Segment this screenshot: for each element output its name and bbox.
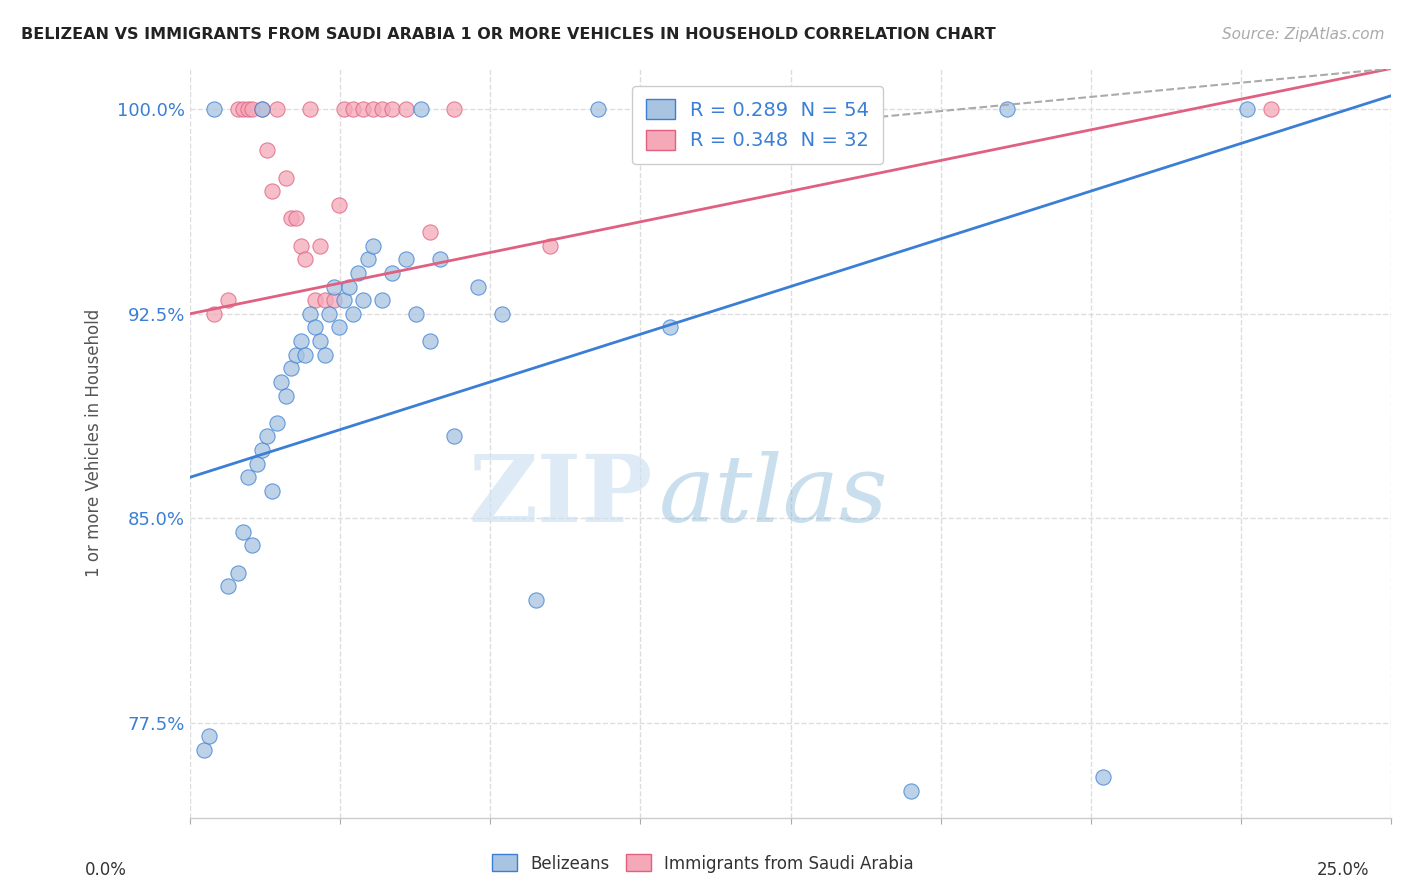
Point — [232, 524, 254, 539]
Point — [467, 279, 489, 293]
Point — [371, 293, 394, 307]
Point — [342, 103, 364, 117]
Point — [202, 103, 225, 117]
Point — [352, 103, 374, 117]
Point — [524, 593, 547, 607]
Point — [395, 103, 418, 117]
Point — [256, 143, 278, 157]
Point — [218, 579, 240, 593]
Point — [395, 252, 418, 267]
Point — [409, 103, 432, 117]
Point — [246, 457, 269, 471]
Point — [361, 103, 384, 117]
Point — [342, 307, 364, 321]
Point — [538, 238, 561, 252]
Point — [588, 103, 610, 117]
Point — [381, 266, 404, 280]
Text: atlas: atlas — [658, 450, 889, 541]
Point — [242, 538, 264, 552]
Point — [270, 375, 292, 389]
Point — [290, 238, 312, 252]
Point — [900, 783, 922, 797]
Point — [276, 170, 298, 185]
Point — [193, 743, 215, 757]
Point — [328, 320, 350, 334]
Point — [294, 348, 316, 362]
Point — [232, 103, 254, 117]
Point — [1091, 770, 1114, 784]
Point — [803, 103, 825, 117]
Point — [260, 483, 283, 498]
Point — [290, 334, 312, 348]
Point — [250, 103, 273, 117]
Point — [443, 103, 465, 117]
Point — [352, 293, 374, 307]
Text: ZIP: ZIP — [468, 450, 652, 541]
Point — [755, 103, 778, 117]
Point — [357, 252, 380, 267]
Point — [280, 361, 302, 376]
Point — [333, 103, 356, 117]
Point — [995, 103, 1018, 117]
Point — [236, 470, 259, 484]
Point — [202, 307, 225, 321]
Y-axis label: 1 or more Vehicles in Household: 1 or more Vehicles in Household — [86, 310, 103, 577]
Point — [308, 334, 330, 348]
Point — [280, 211, 302, 226]
Point — [852, 103, 875, 117]
Point — [443, 429, 465, 443]
Point — [198, 729, 221, 743]
Point — [328, 198, 350, 212]
Point — [294, 252, 316, 267]
Point — [314, 348, 336, 362]
Point — [284, 211, 307, 226]
Point — [491, 307, 513, 321]
Point — [405, 307, 427, 321]
Point — [218, 293, 240, 307]
Point — [659, 320, 682, 334]
Point — [304, 293, 326, 307]
Text: BELIZEAN VS IMMIGRANTS FROM SAUDI ARABIA 1 OR MORE VEHICLES IN HOUSEHOLD CORRELA: BELIZEAN VS IMMIGRANTS FROM SAUDI ARABIA… — [21, 27, 995, 42]
Point — [429, 252, 451, 267]
Point — [266, 416, 288, 430]
Point — [381, 103, 404, 117]
Point — [318, 307, 340, 321]
Point — [226, 103, 249, 117]
Point — [299, 307, 322, 321]
Point — [308, 238, 330, 252]
Point — [1236, 103, 1258, 117]
Point — [299, 103, 322, 117]
Point — [361, 238, 384, 252]
Text: 0.0%: 0.0% — [84, 861, 127, 879]
Point — [242, 103, 264, 117]
Point — [323, 279, 346, 293]
Text: 25.0%: 25.0% — [1316, 861, 1369, 879]
Point — [333, 293, 356, 307]
Text: Source: ZipAtlas.com: Source: ZipAtlas.com — [1222, 27, 1385, 42]
Legend: R = 0.289  N = 54, R = 0.348  N = 32: R = 0.289 N = 54, R = 0.348 N = 32 — [633, 86, 883, 164]
Point — [314, 293, 336, 307]
Point — [250, 443, 273, 458]
Point — [260, 184, 283, 198]
Point — [419, 225, 441, 239]
Point — [347, 266, 370, 280]
Point — [266, 103, 288, 117]
Legend: Belizeans, Immigrants from Saudi Arabia: Belizeans, Immigrants from Saudi Arabia — [485, 847, 921, 880]
Point — [250, 103, 273, 117]
Point — [256, 429, 278, 443]
Point — [226, 566, 249, 580]
Point — [337, 279, 360, 293]
Point — [236, 103, 259, 117]
Point — [419, 334, 441, 348]
Point — [284, 348, 307, 362]
Point — [1260, 103, 1282, 117]
Point — [323, 293, 346, 307]
Point — [304, 320, 326, 334]
Point — [276, 388, 298, 402]
Point — [371, 103, 394, 117]
